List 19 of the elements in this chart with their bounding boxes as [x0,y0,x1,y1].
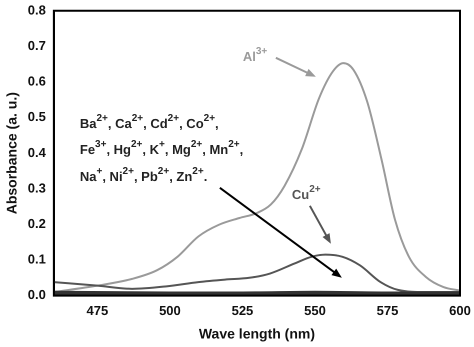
x-axis-title: Wave length (nm) [198,325,316,342]
y-axis-title: Absorbance (a. u.) [3,92,20,214]
y-tick-label: 0.7 [28,38,46,53]
x-tick-label: 475 [86,302,108,318]
y-tick-label: 0.4 [28,144,47,160]
x-tick-label: 600 [449,302,471,318]
line-series [54,254,460,294]
y-tick-label: 0.3 [28,180,46,196]
y-tick-label: 0.6 [28,74,46,89]
y-tick-label: 0.1 [28,252,46,267]
y-tick-label: 0.5 [28,109,46,124]
y-tick-label: 0.8 [28,2,46,18]
x-tick-label: 525 [232,302,254,318]
line-series [54,62,460,294]
x-tick-label: 575 [376,302,398,318]
x-tick-label: 500 [159,302,181,318]
y-tick-label: 0.2 [28,216,46,231]
x-tick-label: 550 [304,302,326,318]
y-tick-label: 0.0 [28,287,46,302]
